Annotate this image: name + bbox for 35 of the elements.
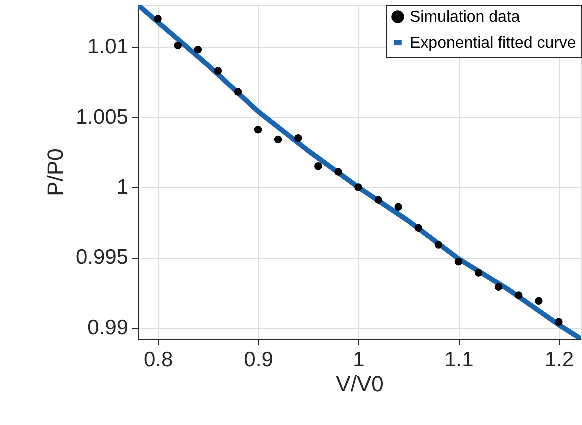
y-tick-label: 0.99 (88, 316, 128, 340)
y-axis-title: P/P0 (42, 148, 68, 196)
x-axis-title: V/V0 (336, 372, 384, 396)
point (535, 297, 543, 305)
point (254, 126, 262, 134)
x-tick-label: 0.9 (244, 348, 274, 372)
point (214, 67, 222, 75)
y-tick-label: 1.01 (88, 36, 128, 59)
point (454, 258, 463, 266)
point (274, 136, 282, 144)
point (354, 184, 362, 192)
point (294, 134, 302, 142)
point (434, 241, 443, 249)
point (154, 15, 162, 23)
legend-label: Exponential fitted curve (410, 35, 576, 52)
y-tick-label: 1.005 (76, 106, 128, 129)
point (555, 318, 563, 326)
point (374, 196, 382, 204)
point (474, 269, 483, 277)
x-tick-label: 1.1 (444, 348, 474, 372)
point (514, 292, 523, 300)
legend-label: Simulation data (410, 9, 520, 26)
x-tick-label: 1.2 (544, 348, 574, 372)
point (234, 88, 242, 96)
x-tick-label: 0.8 (144, 348, 174, 372)
x-tick-label: 1 (353, 348, 365, 372)
point (394, 203, 402, 211)
point (414, 224, 423, 232)
point (194, 46, 202, 54)
y-tick-label: 0.995 (76, 246, 128, 270)
point (174, 42, 182, 50)
point (334, 168, 342, 176)
y-tick-label: 1 (116, 176, 128, 199)
point (494, 283, 503, 291)
point (314, 162, 322, 170)
